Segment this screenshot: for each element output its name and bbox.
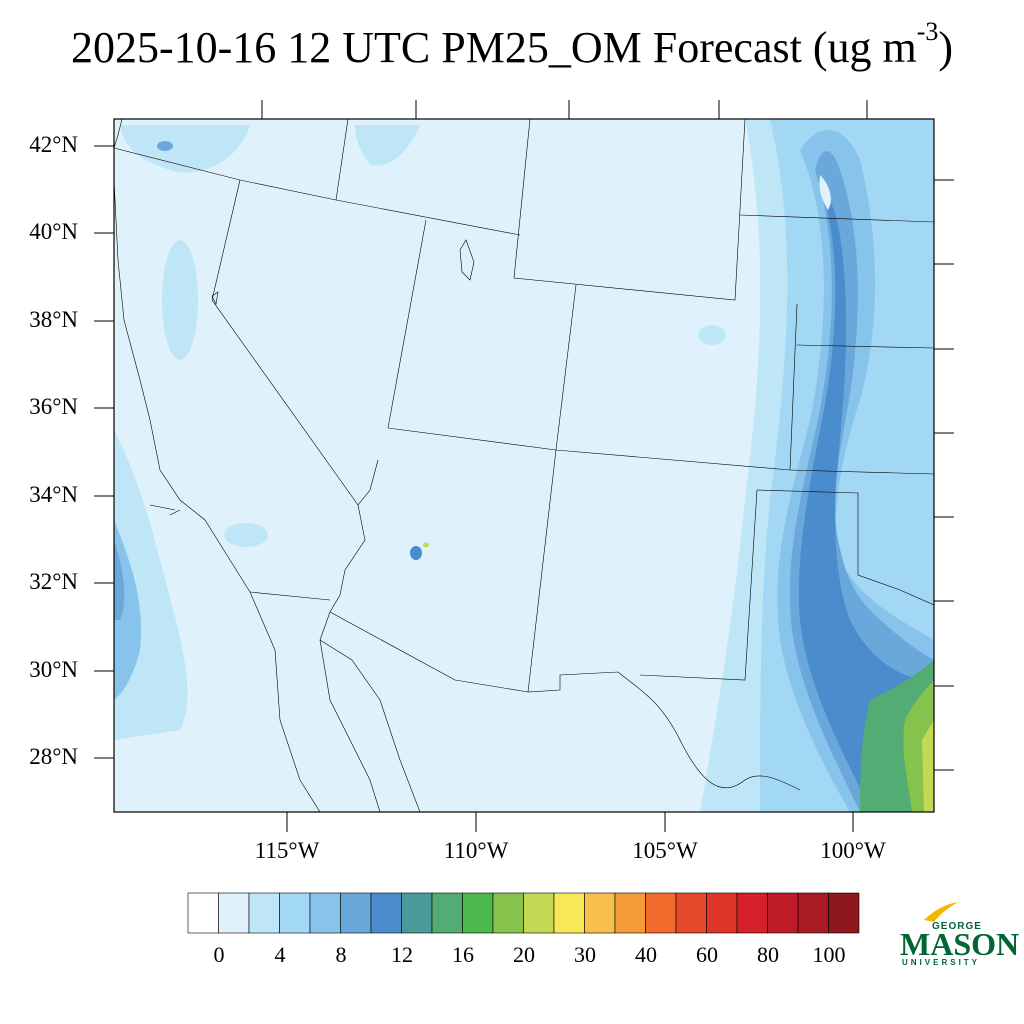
colorbar-swatch bbox=[706, 892, 738, 934]
colorbar-label: 30 bbox=[574, 942, 596, 967]
colorbar-swatch bbox=[767, 892, 799, 934]
lake-tahoe bbox=[211, 291, 219, 305]
lon-label-105w: 105°W bbox=[632, 838, 698, 863]
colorbar-swatch bbox=[492, 892, 524, 934]
flame-icon bbox=[924, 902, 958, 922]
boundary-colorado-kansas bbox=[789, 303, 798, 471]
boundary-nm-tx bbox=[639, 489, 758, 681]
coast-sonora bbox=[319, 639, 421, 812]
boundary-or-id-wy bbox=[114, 147, 521, 236]
colorbar-label: 60 bbox=[696, 942, 718, 967]
field-colorado-patch bbox=[698, 325, 726, 345]
great-salt-lake bbox=[459, 239, 475, 281]
colorbar bbox=[187, 892, 860, 934]
colorbar-swatch bbox=[218, 892, 250, 934]
lon-label-115w: 115°W bbox=[254, 838, 320, 863]
lat-label-28n: 28°N bbox=[29, 744, 78, 769]
left-ticks bbox=[94, 145, 114, 759]
lat-label-38n: 38°N bbox=[29, 307, 78, 332]
top-ticks bbox=[261, 100, 868, 119]
field-north-spot bbox=[157, 141, 173, 151]
logo-university: UNIVERSITY bbox=[902, 958, 981, 967]
colorbar-label: 4 bbox=[274, 942, 286, 967]
colorbar-swatch bbox=[675, 892, 707, 934]
colorbar-label: 100 bbox=[812, 942, 846, 967]
boundary-california-mexico bbox=[249, 591, 331, 601]
right-ticks bbox=[934, 179, 954, 771]
colorbar-swatch bbox=[248, 892, 280, 934]
boundaries bbox=[114, 119, 934, 812]
colorbar-swatch bbox=[401, 892, 433, 934]
colorbar-swatch bbox=[614, 892, 646, 934]
lat-label-40n: 40°N bbox=[29, 219, 78, 244]
colorbar-swatch bbox=[370, 892, 402, 934]
boundary-utah-nevada bbox=[387, 219, 427, 429]
colorbar-swatch bbox=[309, 892, 341, 934]
field-arizona-hotspot bbox=[410, 546, 422, 560]
colorbar-swatch bbox=[553, 892, 585, 934]
logo-george: GEORGE bbox=[932, 921, 982, 932]
colorbar-label: 40 bbox=[635, 942, 657, 967]
colorbar-swatch bbox=[797, 892, 829, 934]
colorbar-swatch bbox=[187, 892, 219, 934]
colorbar-label: 0 bbox=[213, 942, 225, 967]
boundary-nebraska-kansas bbox=[796, 344, 934, 349]
title-superscript: -3 bbox=[916, 17, 939, 46]
boundary-rio-grande bbox=[617, 671, 801, 791]
boundary-az-nm bbox=[527, 449, 619, 693]
colorbar-swatch bbox=[828, 892, 860, 934]
concentration-field bbox=[114, 119, 934, 812]
lon-label-100w: 100°W bbox=[820, 838, 886, 863]
lat-label-36n: 36°N bbox=[29, 394, 78, 419]
map-title: 2025-10-16 12 UTC PM25_OM Forecast (ug m… bbox=[0, 19, 1024, 73]
title-text: 2025-10-16 12 UTC PM25_OM Forecast (ug m bbox=[70, 23, 917, 72]
field-east-band-5 bbox=[798, 199, 934, 800]
boundary-wyoming bbox=[513, 119, 746, 301]
lat-label-34n: 34°N bbox=[29, 482, 78, 507]
boundary-nevada-west bbox=[211, 179, 359, 506]
colorbar-label: 16 bbox=[452, 942, 474, 967]
boundary-idaho-wy bbox=[335, 119, 349, 201]
coast-gulf-california-east bbox=[319, 611, 381, 812]
lon-label-110w: 110°W bbox=[443, 838, 509, 863]
field-gulf-peak bbox=[922, 720, 934, 812]
colorbar-label: 12 bbox=[391, 942, 413, 967]
field-arizona-peak bbox=[423, 542, 429, 548]
colorbar-swatch bbox=[340, 892, 372, 934]
boundary-four-corners bbox=[387, 427, 934, 475]
lat-label-30n: 30°N bbox=[29, 657, 78, 682]
colorbar-swatch bbox=[462, 892, 494, 934]
channel-islands bbox=[149, 504, 181, 516]
colorbar-swatch bbox=[279, 892, 311, 934]
field-pacific-peak bbox=[114, 540, 125, 620]
colorbar-swatch bbox=[584, 892, 616, 934]
title-suffix: ) bbox=[938, 23, 954, 72]
coast-oregon bbox=[114, 119, 123, 149]
field-idaho-patch bbox=[355, 125, 420, 166]
field-nebraska-gap bbox=[819, 175, 831, 210]
colorbar-swatch bbox=[645, 892, 677, 934]
boundary-nebraska-sd bbox=[739, 214, 934, 223]
gmu-logo: GEORGE MASON UNIVERSITY bbox=[896, 900, 1019, 970]
lat-label-32n: 32°N bbox=[29, 569, 78, 594]
colorbar-swatch bbox=[431, 892, 463, 934]
colorbar-label: 8 bbox=[335, 942, 347, 967]
logo-mason: MASON bbox=[900, 926, 1020, 962]
boundary-oklahoma bbox=[756, 489, 934, 606]
colorbar-label: 80 bbox=[757, 942, 779, 967]
map-frame bbox=[113, 118, 935, 813]
boundary-utah-colorado bbox=[555, 284, 577, 451]
field-north-patch bbox=[120, 125, 250, 173]
colorbar-swatch bbox=[736, 892, 768, 934]
colorbar-label: 20 bbox=[513, 942, 535, 967]
lat-label-42n: 42°N bbox=[29, 132, 78, 157]
field-socal-patch bbox=[224, 523, 268, 547]
field-sierra-patch bbox=[162, 240, 198, 360]
colorbar-swatch bbox=[523, 892, 555, 934]
boundary-arizona-south bbox=[329, 459, 529, 693]
coast-california bbox=[114, 179, 321, 812]
bottom-ticks bbox=[286, 812, 854, 832]
